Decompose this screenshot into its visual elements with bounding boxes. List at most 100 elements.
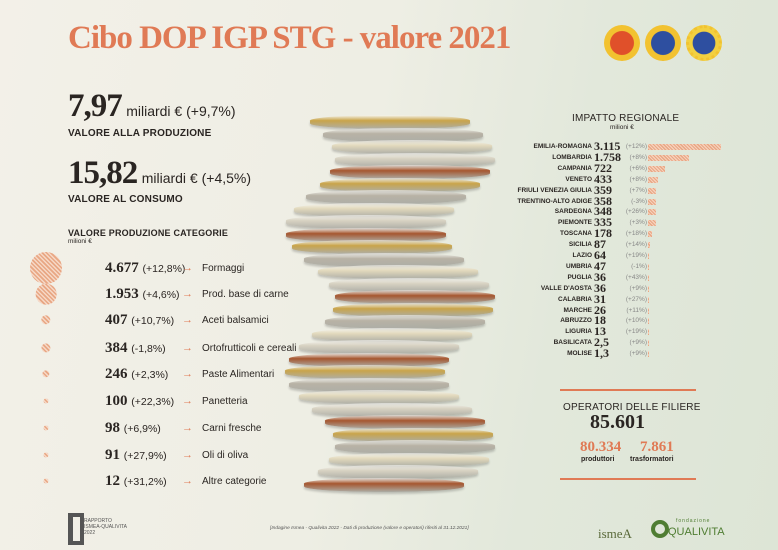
region-value: 13 [594,324,606,339]
category-bubble [41,343,51,353]
category-bubble [30,252,62,284]
coin [310,115,470,129]
categories-unit: milioni € [68,238,92,245]
region-name: BASILICATA [553,339,592,347]
rapporto-logo-text: RAPPORTO ISMEA-QUALIVITA 2022 [84,518,127,536]
region-bar [648,220,656,227]
coin [324,315,485,329]
dop-seal-icon [604,25,640,61]
category-change: (+31,2%) [123,475,167,488]
region-row: BASILICATA 2,5 (+9%) [470,335,770,350]
trasformatori-label: trasformatori [630,456,674,463]
coin [334,290,495,304]
category-change: (+4,6%) [142,288,180,301]
category-bubble [42,370,50,378]
production-amount: 7,97 [68,88,123,124]
coin-stack-image [280,115,510,505]
region-change: (+6%) [629,164,647,172]
region-name: VENETO [565,175,592,183]
region-bar [648,209,657,216]
region-value: 36 [594,280,606,295]
region-value: 433 [594,171,612,186]
category-amount: 12 [105,472,120,489]
category-value: 407 (+10,7%) [105,312,174,329]
region-name: TRENTINO-ALTO ADIGE [517,197,592,205]
category-change: (-1,8%) [131,342,166,355]
category-change: (+22,3%) [131,395,175,408]
category-change: (+10,7%) [131,314,175,327]
category-amount: 4.677 [105,259,139,276]
category-value: 4.677 (+12,8%) [105,260,185,277]
region-change: (+43%) [625,273,647,281]
region-change: (+12%) [625,143,647,150]
coin [311,327,472,342]
category-name: Oli di oliva [202,449,249,461]
category-bubble [35,283,57,305]
region-row: CAMPANIA 722 (+6%) [470,161,770,175]
region-change: (+19%) [625,252,647,259]
category-name: Panetteria [202,395,248,407]
region-value: 18 [594,313,606,328]
arrow-right-icon: → [182,422,193,434]
coin [288,377,449,392]
consumption-amount: 15,82 [68,155,138,191]
coin [304,477,464,492]
region-bar [648,296,649,303]
category-bubble [43,452,49,458]
region-name: CAMPANIA [557,164,592,172]
regional-title: IMPATTO REGIONALE [572,113,680,124]
region-row: LAZIO 64 (+19%) [470,248,770,262]
category-bubble [43,398,49,404]
footnote: [Indagine Ismea - Qualivita 2022 - Dati … [270,526,469,531]
region-value: 178 [594,226,612,241]
regional-unit: milioni € [610,124,634,131]
arrow-right-icon: → [182,288,193,300]
category-name: Aceti balsamici [202,314,269,326]
category-value: 91 (+27,9%) [105,447,167,464]
region-change: (+9%) [629,284,647,292]
qualivita-small: fondazione [676,518,711,524]
region-bar [648,351,649,358]
region-bar [648,253,650,259]
coin [285,227,446,242]
consumption-label: VALORE AL CONSUMO [68,194,183,205]
region-value: 36 [594,269,606,284]
arrow-right-icon: → [182,395,193,407]
arrow-right-icon: → [182,342,193,354]
coin [298,340,459,354]
region-name: TOSCANA [559,230,592,238]
category-value: 100 (+22,3%) [105,393,174,410]
region-change: (+9%) [629,350,647,358]
category-amount: 407 [105,311,128,328]
region-value: 2,5 [594,335,609,350]
region-name: SARDEGNA [554,208,592,216]
coin [328,452,489,467]
category-change: (+6,9%) [123,422,161,435]
region-change: (+19%) [625,328,647,336]
region-value: 335 [594,215,612,230]
region-row: CALABRIA 31 (+27%) [470,292,770,306]
region-change: (+26%) [625,208,647,216]
coin [324,415,485,429]
region-bar [648,263,650,270]
region-row: ABRUZZO 18 (+10%) [470,313,770,328]
category-amount: 91 [105,446,120,463]
region-row: MOLISE 1,3 (+9%) [470,346,770,360]
region-change: (+8%) [629,153,647,161]
coin [306,190,467,204]
region-value: 26 [594,302,606,317]
category-amount: 98 [105,419,120,436]
consumption-unit: miliardi € (+4,5%) [141,170,252,186]
categories-title: VALORE PRODUZIONE CATEGORIE [68,228,229,238]
region-value: 3.115 [594,139,621,153]
category-amount: 384 [105,339,128,356]
region-row: PIEMONTE 335 (+3%) [470,215,770,230]
region-row: TOSCANA 178 (+18%) [470,226,770,241]
ismea-logo: ismeA [598,526,632,541]
coin [298,390,459,404]
arrow-right-icon: → [182,449,193,461]
region-name: SICILIA [568,241,592,249]
region-name: EMILIA-ROMAGNA [533,143,593,150]
category-value: 384 (-1,8%) [105,340,166,357]
category-name: Paste Alimentari [202,368,275,380]
